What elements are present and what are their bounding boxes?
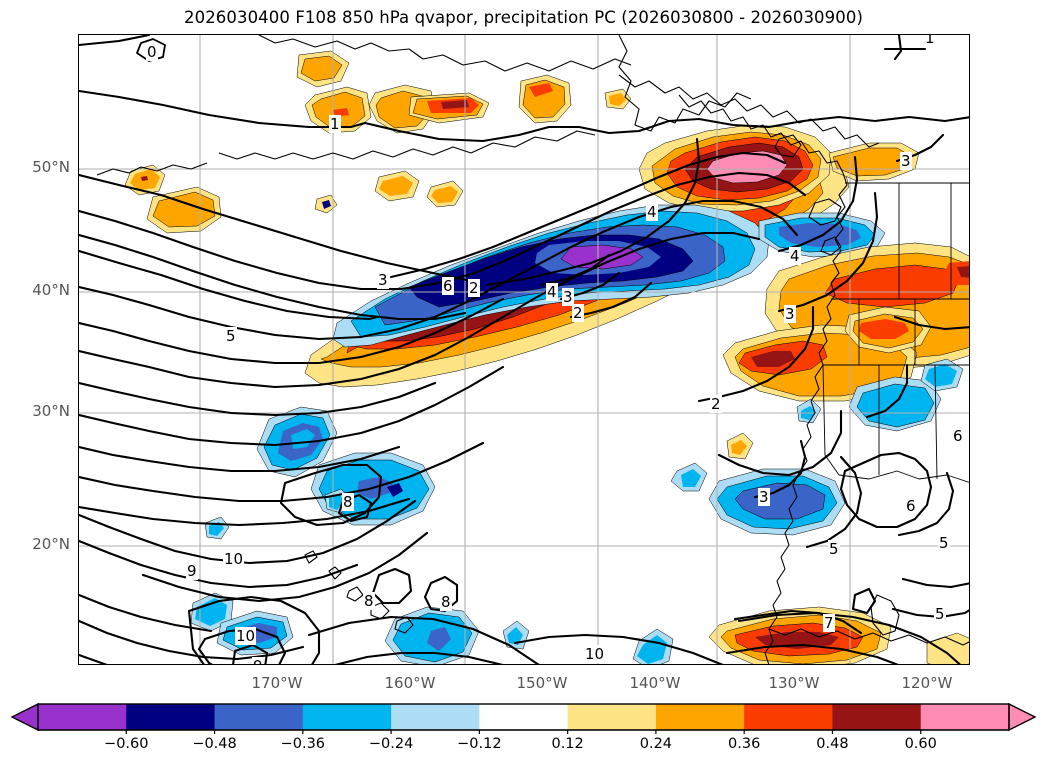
contour-label: 6 <box>952 427 964 445</box>
colorbar-segment[interactable] <box>126 704 216 730</box>
colorbar-swatches[interactable] <box>0 700 1047 734</box>
x-tick-label: 170°W <box>251 674 303 692</box>
colorbar-tick-label: 0.24 <box>639 736 673 752</box>
colorbar-tick-label: 0.60 <box>904 736 937 752</box>
colorbar-segment[interactable] <box>567 704 657 730</box>
contour-label: 3 <box>377 271 389 289</box>
colorbar-segment[interactable] <box>920 704 1010 730</box>
y-tick-label: 30°N <box>32 402 70 420</box>
colorbar-tick-label: −0.60 <box>104 736 149 752</box>
contour-label: 5 <box>225 327 237 345</box>
filled-contour-layer <box>124 50 969 664</box>
contour-label: 6 <box>905 497 917 515</box>
x-tick-label: 120°W <box>901 674 953 692</box>
contour-label: 10 <box>223 550 245 568</box>
colorbar-tick-label: −0.24 <box>368 736 414 752</box>
coastlines <box>96 35 969 664</box>
contour-label: 8 <box>342 493 354 511</box>
colorbar-under-arrow <box>10 702 39 732</box>
contour-label: 9 <box>252 657 264 664</box>
colorbar-segment[interactable] <box>655 704 745 730</box>
contour-label: 2 <box>468 279 480 297</box>
colorbar-tick-label: 0.36 <box>728 736 761 752</box>
contour-label: 5 <box>938 534 950 552</box>
page-title: 2026030400 F108 850 hPa qvapor, precipit… <box>184 8 863 27</box>
contour-label: 2 <box>572 304 584 322</box>
contour-label: 3 <box>562 288 574 306</box>
y-tick-label: 50°N <box>32 158 70 176</box>
colorbar-segment[interactable] <box>302 704 392 730</box>
contour-label: 3 <box>900 152 912 170</box>
contour-label: 2 <box>710 395 722 413</box>
y-tick-label: 40°N <box>32 281 70 299</box>
contour-label: 10 <box>584 645 606 663</box>
contour-label: 6 <box>442 277 454 295</box>
contour-label: 3 <box>784 305 796 323</box>
colorbar-segment[interactable] <box>832 704 922 730</box>
colorbar-segment[interactable] <box>214 704 304 730</box>
contour-label: 4 <box>789 247 801 265</box>
y-tick-label: 20°N <box>32 535 70 553</box>
x-tick-label: 140°W <box>629 674 681 692</box>
contour-label: 5 <box>934 605 946 623</box>
contour-layer <box>79 35 969 664</box>
colorbar-segment[interactable] <box>744 704 834 730</box>
colorbar-segment[interactable] <box>479 704 569 730</box>
fill-positive-interior <box>708 242 969 664</box>
contour-label: 1 <box>329 115 341 133</box>
colorbar-tick-label: −0.36 <box>280 736 326 752</box>
colorbar[interactable]: −0.60 −0.48 −0.36 −0.24 −0.12 0.12 0.24 0.36 0.4… <box>0 700 1047 765</box>
contour-label: 4 <box>546 283 558 301</box>
contour-label: 10 <box>235 627 257 645</box>
contour-label: 1 <box>924 35 936 47</box>
contour-label: 3 <box>758 488 770 506</box>
contour-label: 5 <box>828 540 840 558</box>
contour-label: 9 <box>186 562 198 580</box>
x-tick-label: 130°W <box>768 674 820 692</box>
map-panel[interactable]: 0112223333344455556667888991010101111111… <box>78 34 970 665</box>
colorbar-tick-label: 0.12 <box>551 736 584 752</box>
contour-label: 8 <box>440 593 452 611</box>
contour-label: 7 <box>823 614 835 632</box>
colorbar-tick-label: −0.12 <box>457 736 502 752</box>
contour-label: 0 <box>146 43 158 61</box>
colorbar-over-arrow <box>1008 702 1037 732</box>
map-canvas <box>79 35 969 664</box>
x-tick-label: 160°W <box>384 674 436 692</box>
fill-negative-ar-band <box>332 204 886 348</box>
fill-positive-north <box>124 50 632 234</box>
contour-label: 4 <box>646 203 658 221</box>
colorbar-segment[interactable] <box>38 704 127 730</box>
colorbar-tick-label: −0.48 <box>192 736 237 752</box>
colorbar-segment[interactable] <box>391 704 480 730</box>
x-tick-label: 150°W <box>516 674 568 692</box>
colorbar-tick-label: 0.48 <box>816 736 849 752</box>
contour-label: 8 <box>363 592 375 610</box>
